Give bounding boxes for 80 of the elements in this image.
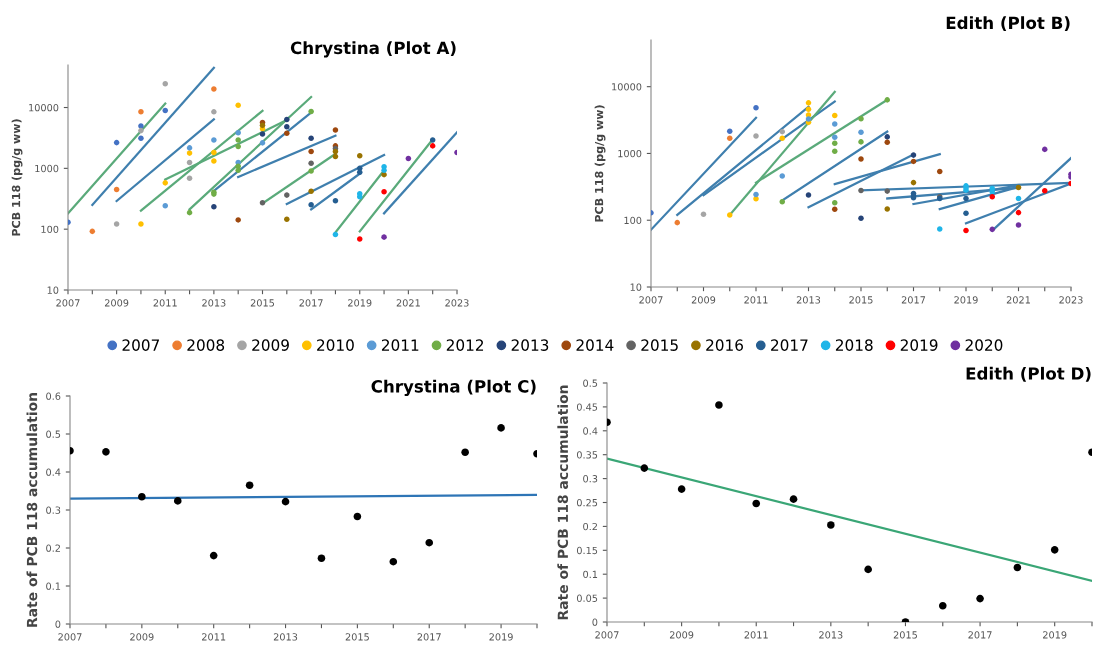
- legend-label: 2011: [381, 339, 419, 351]
- x-tick-label: 2009: [691, 296, 716, 304]
- x-tick-label: 2009: [130, 633, 154, 641]
- y-tick-label: 0.5: [46, 430, 61, 438]
- x-tick-label: 2019: [954, 296, 978, 304]
- y-axis-title: PCB 118 (pg/g ww): [594, 105, 606, 222]
- x-tick-label: 2019: [348, 299, 372, 307]
- y-axis-title: PCB 118 (pg/g ww): [11, 119, 23, 236]
- y-tick-label: 10: [630, 283, 642, 291]
- legend-label: 2009: [252, 339, 289, 351]
- legend-label: 2014: [576, 339, 614, 351]
- legend-label: 2019: [900, 339, 938, 351]
- x-tick-label: 2017: [901, 296, 926, 304]
- y-tick-label: 0.1: [583, 570, 598, 579]
- y-tick-label: 10000: [612, 83, 642, 91]
- y-tick-label: 100: [624, 216, 642, 225]
- legend-label: 2008: [187, 339, 225, 351]
- y-tick-label: 0: [55, 620, 61, 628]
- y-axis-title: Rate of PCB 118 accumulation: [26, 393, 38, 627]
- x-tick-label: 2009: [669, 631, 694, 639]
- x-tick-label: 2007: [639, 296, 663, 304]
- x-tick-label: 2007: [595, 631, 619, 639]
- x-tick-label: 2019: [1043, 631, 1067, 639]
- x-tick-label: 2011: [153, 299, 177, 307]
- x-tick-label: 2013: [819, 631, 843, 639]
- x-tick-label: 2023: [445, 299, 469, 307]
- y-tick-label: 0.45: [576, 403, 598, 411]
- x-tick-label: 2015: [849, 296, 873, 304]
- y-tick-label: 0.3: [46, 506, 61, 514]
- legend-label: 2020: [965, 339, 1003, 351]
- legend-label: 2018: [835, 339, 873, 351]
- legend-label: 2010: [317, 339, 354, 351]
- legend-label: 2007: [122, 339, 159, 351]
- x-tick-label: 2015: [893, 631, 917, 639]
- x-tick-label: 2011: [744, 296, 768, 304]
- x-tick-label: 2021: [1006, 296, 1030, 304]
- y-tick-label: 0.25: [576, 498, 598, 507]
- y-tick-label: 0.3: [583, 475, 598, 483]
- x-tick-label: 2017: [299, 299, 323, 307]
- x-tick-label: 2013: [202, 299, 226, 307]
- y-tick-label: 10: [47, 286, 59, 294]
- chart-title: Edith (Plot B): [946, 16, 1070, 32]
- y-tick-label: 1000: [618, 149, 642, 158]
- x-tick-label: 2019: [489, 633, 513, 641]
- y-tick-label: 0.1: [46, 582, 61, 590]
- y-tick-label: 1000: [35, 164, 59, 173]
- y-tick-label: 0: [592, 618, 598, 626]
- x-tick-label: 2011: [202, 633, 226, 641]
- x-tick-label: 2017: [968, 631, 992, 639]
- y-tick-label: 0.4: [46, 468, 61, 476]
- y-tick-label: 100: [41, 225, 59, 233]
- y-tick-label: 0.2: [46, 544, 60, 552]
- x-tick-label: 2009: [104, 299, 129, 307]
- x-tick-label: 2013: [796, 296, 821, 304]
- y-tick-label: 0.05: [576, 594, 598, 602]
- x-tick-label: 2023: [1059, 296, 1083, 304]
- legend-label: 2017: [771, 339, 808, 351]
- legend-label: 2013: [511, 339, 549, 351]
- y-tick-label: 0.5: [583, 379, 598, 387]
- legend-label: 2012: [446, 339, 484, 351]
- y-tick-label: 0.35: [576, 451, 598, 459]
- legend-label: 2015: [641, 339, 678, 351]
- y-tick-label: 0.6: [46, 392, 61, 400]
- y-tick-label: 10000: [29, 103, 59, 112]
- y-tick-label: 0.2: [583, 522, 597, 531]
- y-tick-label: 0.4: [583, 427, 598, 435]
- legend-label: 2016: [706, 339, 744, 351]
- x-tick-label: 2011: [744, 631, 768, 639]
- x-tick-label: 2007: [56, 299, 80, 307]
- x-tick-label: 2015: [345, 633, 369, 641]
- x-tick-label: 2007: [58, 633, 82, 641]
- x-tick-label: 2017: [417, 633, 441, 641]
- x-tick-label: 2015: [250, 299, 275, 307]
- chart-title: Edith (Plot D): [966, 366, 1091, 382]
- chart-title: Chrystina (Plot A): [290, 41, 456, 58]
- chart-title: Chrystina (Plot C): [371, 379, 536, 396]
- x-tick-label: 2021: [396, 299, 420, 307]
- y-tick-label: 0.15: [576, 546, 598, 555]
- x-tick-label: 2013: [273, 633, 298, 641]
- y-axis-title: Rate of PCB 118 accumulation: [557, 385, 569, 620]
